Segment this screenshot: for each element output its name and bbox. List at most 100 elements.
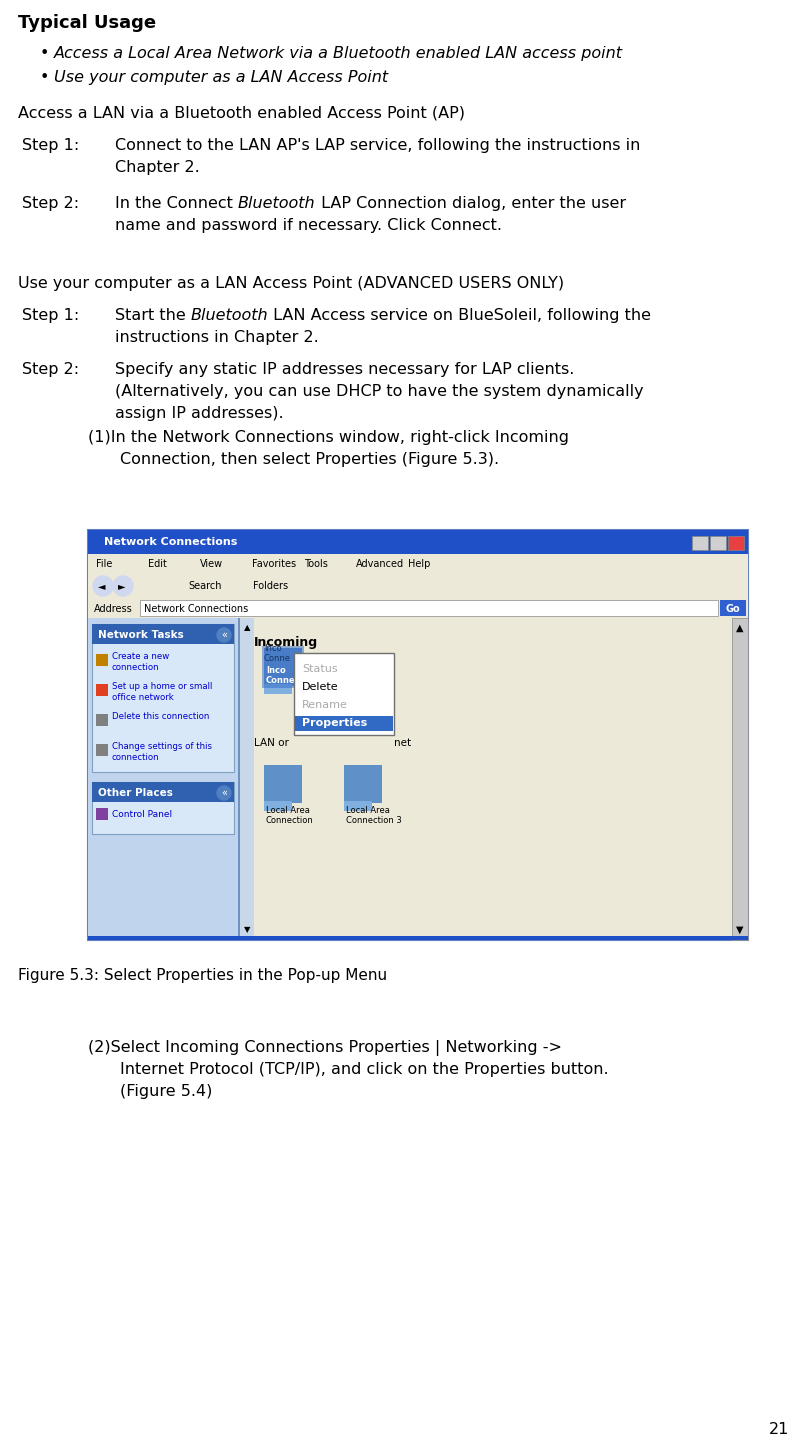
Text: Specify any static IP addresses necessary for LAP clients.: Specify any static IP addresses necessar… [115, 362, 575, 378]
Text: View: View [200, 559, 223, 569]
Text: Delete this connection: Delete this connection [112, 712, 209, 720]
Bar [96, 684, 108, 696]
Bar [88, 618, 238, 940]
Text: Rename: Rename [302, 700, 348, 710]
Text: Typical Usage: Typical Usage [18, 14, 156, 32]
Bar [728, 536, 744, 550]
Text: ▲: ▲ [244, 624, 250, 633]
Text: Delete: Delete [302, 682, 339, 692]
Text: Local Area
Connection: Local Area Connection [266, 806, 314, 826]
Text: name and password if necessary. Click Connect.: name and password if necessary. Click Co… [115, 218, 502, 233]
Text: Address: Address [94, 604, 132, 614]
Text: assign IP addresses).: assign IP addresses). [115, 406, 283, 421]
Bar [92, 782, 234, 803]
Text: In the Connect: In the Connect [115, 196, 238, 210]
Text: «: « [221, 630, 227, 640]
Text: Go: Go [725, 604, 740, 614]
Bar [96, 713, 108, 726]
Text: Chapter 2.: Chapter 2. [115, 160, 200, 174]
Text: Step 2:: Step 2: [22, 196, 79, 210]
Text: Favorites: Favorites [252, 559, 296, 569]
Bar [264, 801, 292, 811]
Text: Help: Help [408, 559, 430, 569]
Text: Bluetooth: Bluetooth [191, 308, 269, 323]
Text: Folders: Folders [253, 581, 288, 591]
Text: ►: ► [119, 581, 126, 591]
Text: Step 1:: Step 1: [22, 308, 79, 323]
Bar [88, 937, 748, 940]
Text: Step 1:: Step 1: [22, 138, 79, 153]
Text: File: File [96, 559, 112, 569]
Text: instructions in Chapter 2.: instructions in Chapter 2. [115, 330, 319, 344]
Circle shape [113, 576, 133, 597]
Text: Properties: Properties [302, 718, 367, 728]
Bar [710, 536, 726, 550]
Bar [344, 765, 382, 803]
Text: Access a Local Area Network via a Bluetooth enabled LAN access point: Access a Local Area Network via a Blueto… [54, 46, 623, 61]
Text: Local Area
Connection 3: Local Area Connection 3 [346, 806, 402, 826]
Text: Create a new
connection: Create a new connection [112, 651, 169, 672]
Bar [96, 744, 108, 757]
Text: «: « [221, 788, 227, 798]
Text: Inco
Conne: Inco Conne [264, 644, 291, 663]
Text: Network Connections: Network Connections [144, 604, 249, 614]
Text: Set up a home or small
office network: Set up a home or small office network [112, 682, 212, 702]
Text: Tools: Tools [304, 559, 328, 569]
Text: Bluetooth: Bluetooth [238, 196, 316, 210]
Text: Control Panel: Control Panel [112, 810, 172, 818]
Text: •: • [40, 46, 49, 61]
Bar [140, 599, 718, 615]
Text: Connection, then select Properties (Figure 5.3).: Connection, then select Properties (Figu… [120, 452, 499, 467]
Bar [264, 648, 302, 686]
Bar [295, 716, 393, 731]
Bar [692, 536, 708, 550]
Text: LAN Access service on BlueSoleil, following the: LAN Access service on BlueSoleil, follow… [269, 308, 651, 323]
Text: Search: Search [188, 581, 221, 591]
Text: Other Places: Other Places [98, 788, 173, 798]
Text: ▼: ▼ [736, 925, 744, 935]
Text: 21: 21 [768, 1422, 789, 1437]
Text: Network Tasks: Network Tasks [98, 630, 184, 640]
Text: Step 2:: Step 2: [22, 362, 79, 378]
Bar [96, 654, 108, 666]
Bar [344, 801, 372, 811]
Bar [262, 646, 304, 687]
Bar [88, 598, 748, 618]
Text: (Figure 5.4): (Figure 5.4) [120, 1084, 212, 1099]
Bar [96, 808, 108, 820]
Text: ▼: ▼ [244, 925, 250, 935]
Bar [720, 599, 746, 615]
Bar [88, 530, 748, 553]
Text: •: • [40, 71, 49, 85]
Text: (1)In the Network Connections window, right-click Incoming: (1)In the Network Connections window, ri… [88, 429, 569, 445]
Bar [264, 765, 302, 803]
Circle shape [217, 628, 231, 643]
Circle shape [93, 576, 113, 597]
Text: Use your computer as a LAN Access Point: Use your computer as a LAN Access Point [54, 71, 388, 85]
Text: Connect to the LAN AP's LAP service, following the instructions in: Connect to the LAN AP's LAP service, fol… [115, 138, 641, 153]
Text: (2)Select Incoming Connections Properties | Networking ->: (2)Select Incoming Connections Propertie… [88, 1040, 562, 1056]
Bar [732, 618, 748, 940]
Text: LAP Connection dialog, enter the user: LAP Connection dialog, enter the user [316, 196, 625, 210]
Text: Status: Status [302, 664, 337, 674]
Bar [92, 624, 234, 772]
Bar [264, 684, 292, 695]
Text: Change settings of this
connection: Change settings of this connection [112, 742, 212, 762]
Text: LAN or: LAN or [254, 738, 289, 748]
Text: net: net [394, 738, 411, 748]
Text: Advanced: Advanced [356, 559, 404, 569]
Bar [240, 618, 254, 940]
Text: Incoming: Incoming [254, 635, 318, 648]
Text: (Alternatively, you can use DHCP to have the system dynamically: (Alternatively, you can use DHCP to have… [115, 383, 644, 399]
Bar [88, 530, 748, 940]
Text: Network Connections: Network Connections [104, 537, 237, 548]
Text: Use your computer as a LAN Access Point (ADVANCED USERS ONLY): Use your computer as a LAN Access Point … [18, 277, 564, 291]
Text: Inco
Conne: Inco Conne [266, 666, 295, 686]
Text: Start the: Start the [115, 308, 191, 323]
Bar [88, 572, 748, 598]
Text: Figure 5.3: Select Properties in the Pop-up Menu: Figure 5.3: Select Properties in the Pop… [18, 968, 387, 983]
Bar [92, 624, 234, 644]
Bar [88, 553, 748, 572]
Text: ◄: ◄ [98, 581, 106, 591]
Text: Access a LAN via a Bluetooth enabled Access Point (AP): Access a LAN via a Bluetooth enabled Acc… [18, 107, 465, 121]
